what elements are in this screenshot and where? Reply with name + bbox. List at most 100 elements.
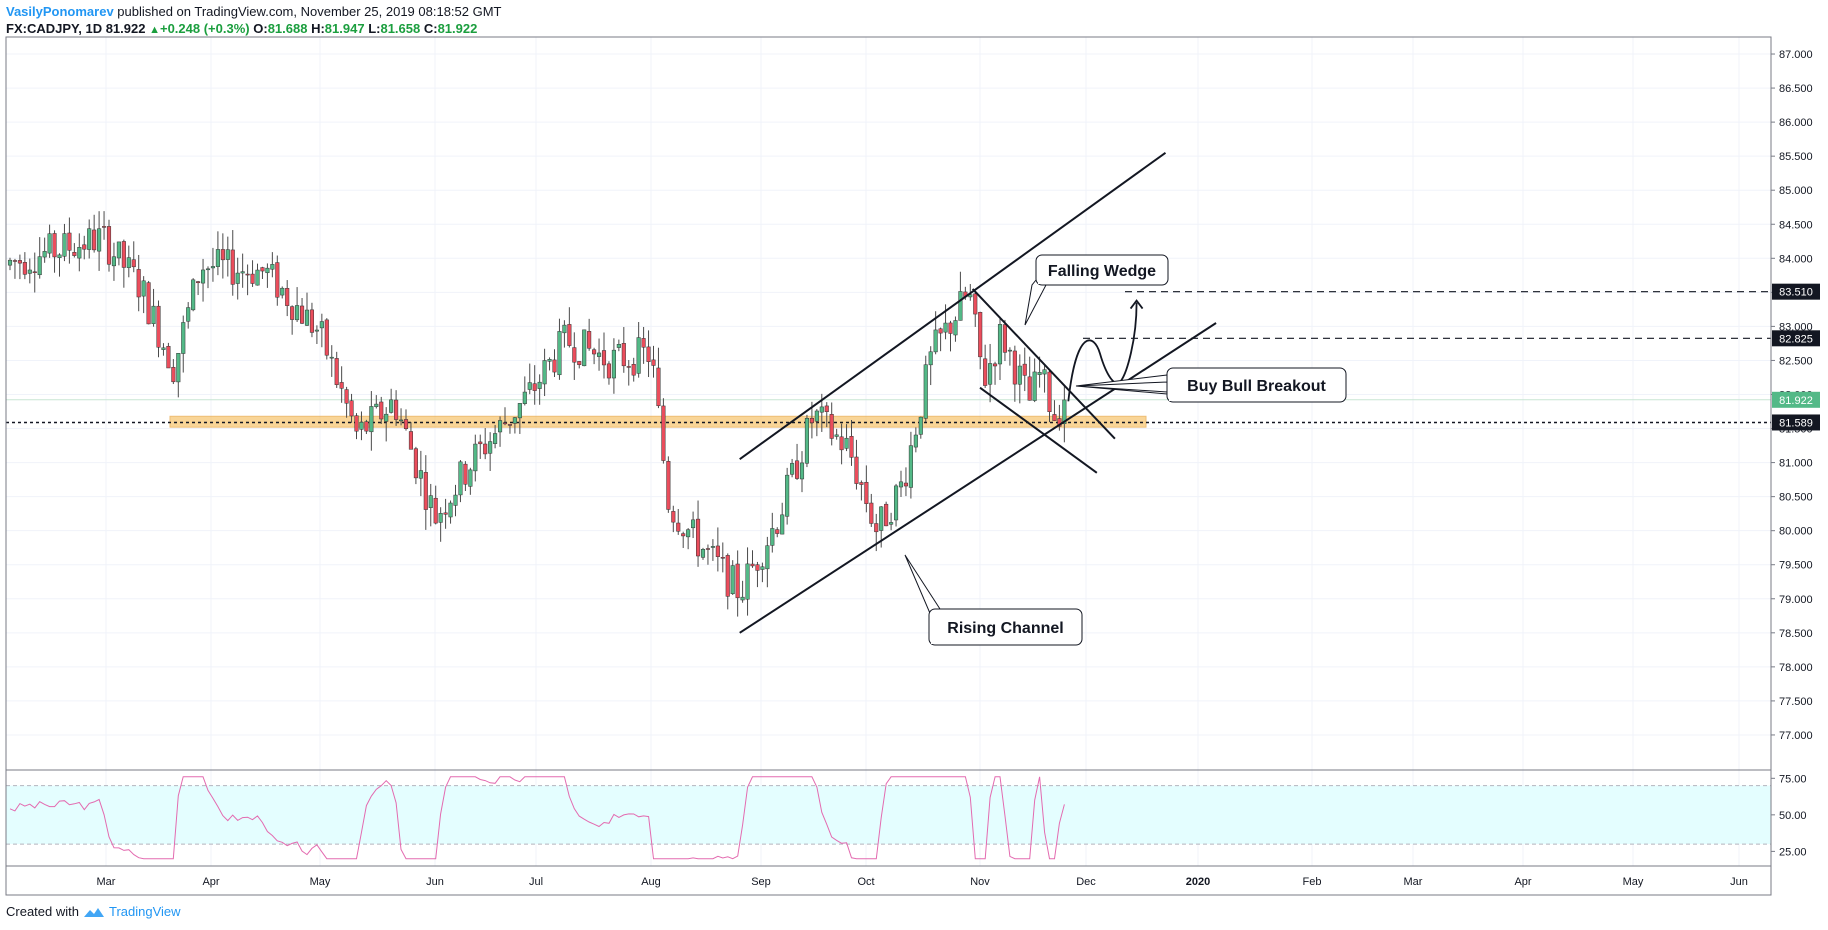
bull-candle: [47, 233, 52, 254]
bear-candle: [592, 349, 597, 355]
bear-candle: [705, 548, 711, 550]
author-link[interactable]: VasilyPonomarev: [6, 4, 114, 19]
bull-candle: [438, 513, 443, 523]
y-tick-label: 84.500: [1779, 219, 1813, 231]
bull-candle: [968, 294, 973, 298]
bear-candle: [750, 563, 755, 567]
chart-frame: [5, 36, 1772, 896]
bear-candle: [156, 305, 161, 348]
bull-candle: [894, 485, 899, 521]
bull-candle: [1007, 349, 1012, 352]
bear-candle: [379, 401, 384, 420]
bull-candle: [141, 280, 146, 297]
buy_bull_breakout-callout[interactable]: Buy Bull Breakout: [1075, 367, 1347, 403]
bull-candle: [636, 337, 641, 374]
rsi-tick-label: 50.00: [1779, 810, 1807, 822]
bull-candle: [943, 322, 948, 333]
bear-candle: [502, 422, 508, 425]
bear-candle: [676, 522, 681, 532]
bull-candle: [235, 272, 240, 284]
rsi-tick-label: 25.00: [1779, 846, 1807, 858]
drawings[interactable]: Falling Wedge Buy Bull Breakout Rising Cha…: [739, 151, 1347, 646]
bull-candle: [77, 247, 82, 259]
close-label: C:: [423, 21, 438, 36]
x-tick-label: Jul: [529, 876, 543, 888]
bull-candle: [280, 287, 285, 296]
bear-candle: [552, 359, 557, 373]
bull-candle: [730, 565, 735, 595]
x-tick-label: 2020: [1186, 876, 1210, 888]
bull-candle: [547, 359, 552, 362]
rising_channel-callout[interactable]: Rising Channel: [904, 554, 1083, 646]
x-tick-label: Nov: [970, 876, 990, 888]
y-tick-label: 78.500: [1779, 628, 1813, 640]
bull-candle: [844, 437, 849, 449]
bull-candle: [314, 329, 319, 332]
callout-box: [1035, 254, 1169, 286]
falling_wedge-label: Falling Wedge: [1048, 263, 1156, 280]
x-tick-label: Aug: [641, 876, 661, 888]
bear-candle: [260, 267, 265, 272]
price-tag-label: 83.510: [1779, 287, 1813, 299]
bear-candle: [978, 312, 983, 358]
bull-candle: [785, 474, 790, 517]
bear-candle: [839, 436, 844, 451]
price-tag-label: 82.825: [1779, 333, 1813, 345]
bull-candle: [582, 329, 587, 367]
bear-candle: [403, 419, 409, 430]
bull-candle: [87, 228, 92, 250]
bear-candle: [1002, 324, 1008, 353]
bear-candle: [136, 269, 141, 298]
bull-candle: [527, 382, 532, 390]
bear-candle: [973, 293, 978, 315]
symbol-label[interactable]: FX:CADJPY, 1D: [6, 21, 103, 36]
rsi-axis: 75.00 50.00 25.00: [1771, 773, 1807, 858]
support-zone-group: [169, 415, 1147, 428]
bull-candle: [27, 269, 32, 274]
falling_wedge-callout[interactable]: Falling Wedge: [1024, 254, 1169, 326]
bear-candle: [1057, 418, 1062, 427]
bear-candle: [621, 343, 626, 367]
bear-candle: [715, 545, 720, 557]
price-change: +0.248 (+0.3%): [159, 21, 250, 36]
bull-candle: [428, 495, 433, 508]
bull-candle: [933, 329, 938, 353]
bull-candle: [765, 545, 770, 570]
bull-candle: [42, 251, 47, 258]
bear-candle: [1027, 376, 1032, 401]
price-tag-box: [1772, 391, 1820, 408]
time-axis[interactable]: Mar Apr May Jun Jul Aug Sep Oct Nov Dec 2020 Feb Mar…: [97, 876, 1748, 888]
bear-candle: [433, 497, 438, 524]
bull-candle: [161, 347, 166, 350]
bull-candle: [908, 445, 913, 488]
bear-candle: [1052, 414, 1057, 421]
tradingview-link[interactable]: TradingView: [108, 904, 181, 919]
publish-info: published on TradingView.com, November 2…: [113, 4, 502, 19]
y-tick-label: 86.000: [1779, 117, 1813, 129]
bear-candle: [666, 461, 671, 510]
bull-candle: [418, 470, 423, 479]
bear-candle: [983, 358, 988, 386]
bear-candle: [577, 361, 582, 365]
x-tick-label: Sep: [751, 876, 771, 888]
bear-candle: [854, 456, 859, 484]
bear-candle: [72, 252, 77, 256]
bear-candle: [131, 259, 136, 268]
callout-box: [1166, 367, 1347, 403]
bear-candle: [12, 260, 17, 262]
bull-candle: [770, 528, 775, 546]
y-tick-label: 86.500: [1779, 83, 1813, 95]
bear-candle: [17, 260, 22, 264]
bull-candle: [1017, 365, 1022, 385]
bear-candle: [408, 431, 413, 450]
bear-candle: [864, 481, 869, 504]
bear-candle: [795, 460, 800, 479]
ohlc-line: FX:CADJPY, 1D 81.922 ▲+0.248 (+0.3%) O:8…: [6, 20, 502, 39]
bull-candle: [700, 548, 706, 558]
price-levels: [6, 291, 1771, 424]
high-label: H:: [311, 21, 325, 36]
bear-candle: [82, 244, 87, 250]
bear-candle: [349, 400, 354, 417]
close-value: 81.922: [437, 21, 478, 36]
